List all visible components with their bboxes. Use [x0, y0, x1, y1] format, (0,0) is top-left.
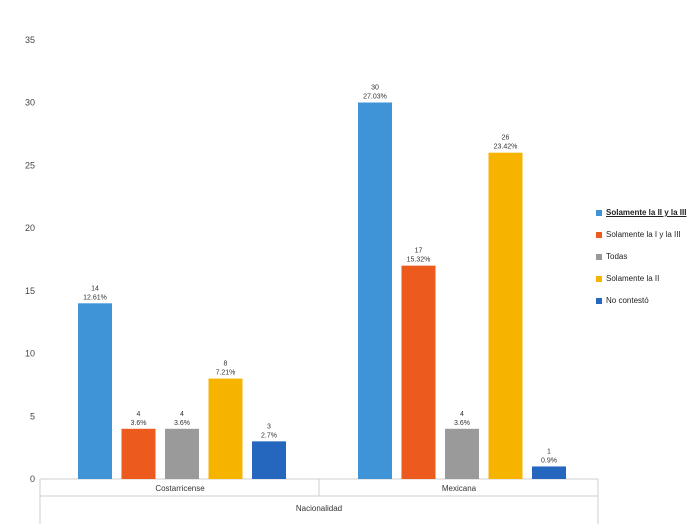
data-label-percent: 0.9% — [541, 457, 557, 464]
data-label-percent: 23.42% — [494, 144, 518, 151]
legend-item[interactable]: Solamente la II y la III — [596, 207, 686, 218]
data-label-value: 4 — [180, 411, 184, 418]
data-label-percent: 12.61% — [83, 294, 107, 301]
legend-label: Solamente la I y la III — [606, 230, 681, 239]
bar — [401, 265, 436, 479]
data-label-percent: 2.7% — [261, 432, 277, 439]
legend-swatch — [596, 209, 602, 216]
data-labels: 1412.61%43.6%43.6%87.21%32.7%3027.03%171… — [83, 85, 557, 465]
legend: Solamente la II y la III Solamente la I y… — [596, 207, 686, 317]
data-label-value: 30 — [371, 85, 379, 92]
bar — [252, 441, 286, 479]
data-label-value: 1 — [547, 448, 551, 455]
y-tick-label: 15 — [25, 286, 35, 296]
bar — [532, 466, 566, 479]
data-label-value: 3 — [267, 423, 271, 430]
data-label-percent: 3.6% — [131, 420, 147, 427]
bar — [358, 102, 392, 479]
legend-swatch — [596, 231, 602, 238]
legend-label: Solamente la II — [606, 274, 660, 283]
y-tick-label: 20 — [25, 223, 35, 233]
bar — [208, 378, 243, 479]
legend-label: No contestó — [606, 296, 649, 305]
y-tick-label: 10 — [25, 349, 35, 359]
data-label-percent: 3.6% — [454, 420, 470, 427]
data-label-value: 26 — [502, 135, 510, 142]
data-label-percent: 7.21% — [216, 370, 236, 377]
bar — [121, 428, 156, 479]
data-label-percent: 3.6% — [174, 420, 190, 427]
y-tick-label: 35 — [25, 35, 35, 45]
y-tick-label: 25 — [25, 160, 35, 170]
y-tick-label: 30 — [25, 98, 35, 108]
y-tick-label: 0 — [30, 474, 35, 484]
data-label-value: 17 — [415, 248, 423, 255]
category-labels: Costarricense Mexicana — [155, 484, 476, 493]
legend-swatch — [596, 297, 602, 304]
data-label-percent: 15.32% — [407, 257, 431, 264]
data-label-value: 14 — [91, 285, 99, 292]
legend-item[interactable]: No contestó — [596, 295, 686, 306]
category-label: Mexicana — [442, 484, 477, 493]
bar — [488, 152, 523, 479]
x-axis-title: Nacionalidad — [296, 504, 342, 513]
data-label-value: 8 — [224, 361, 228, 368]
category-label: Costarricense — [155, 484, 205, 493]
axes — [39, 478, 599, 524]
bar — [165, 428, 199, 479]
data-label-value: 4 — [137, 411, 141, 418]
legend-swatch — [596, 275, 602, 282]
legend-swatch — [596, 253, 602, 260]
y-tick-label: 5 — [30, 411, 35, 421]
legend-label: Todas — [606, 252, 628, 261]
legend-item[interactable]: Solamente la I y la III — [596, 229, 686, 240]
data-label-percent: 27.03% — [363, 94, 387, 101]
bars — [78, 102, 566, 479]
bar — [78, 303, 112, 479]
y-axis: 0 5 10 15 20 25 30 35 — [25, 35, 35, 484]
legend-label: Solamente la II y la III — [606, 208, 687, 217]
legend-item[interactable]: Solamente la II — [596, 273, 686, 284]
legend-item[interactable]: Todas — [596, 251, 686, 262]
data-label-value: 4 — [460, 411, 464, 418]
bar — [445, 428, 479, 479]
